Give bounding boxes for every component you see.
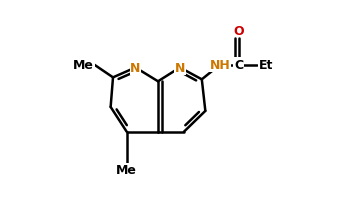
Text: N: N	[130, 62, 141, 75]
Text: O: O	[233, 25, 244, 38]
Text: Me: Me	[73, 59, 94, 72]
Text: C: C	[234, 59, 243, 72]
Text: Me: Me	[116, 163, 137, 176]
Text: N: N	[175, 62, 185, 75]
Text: Et: Et	[258, 59, 273, 72]
Text: NH: NH	[210, 59, 230, 72]
